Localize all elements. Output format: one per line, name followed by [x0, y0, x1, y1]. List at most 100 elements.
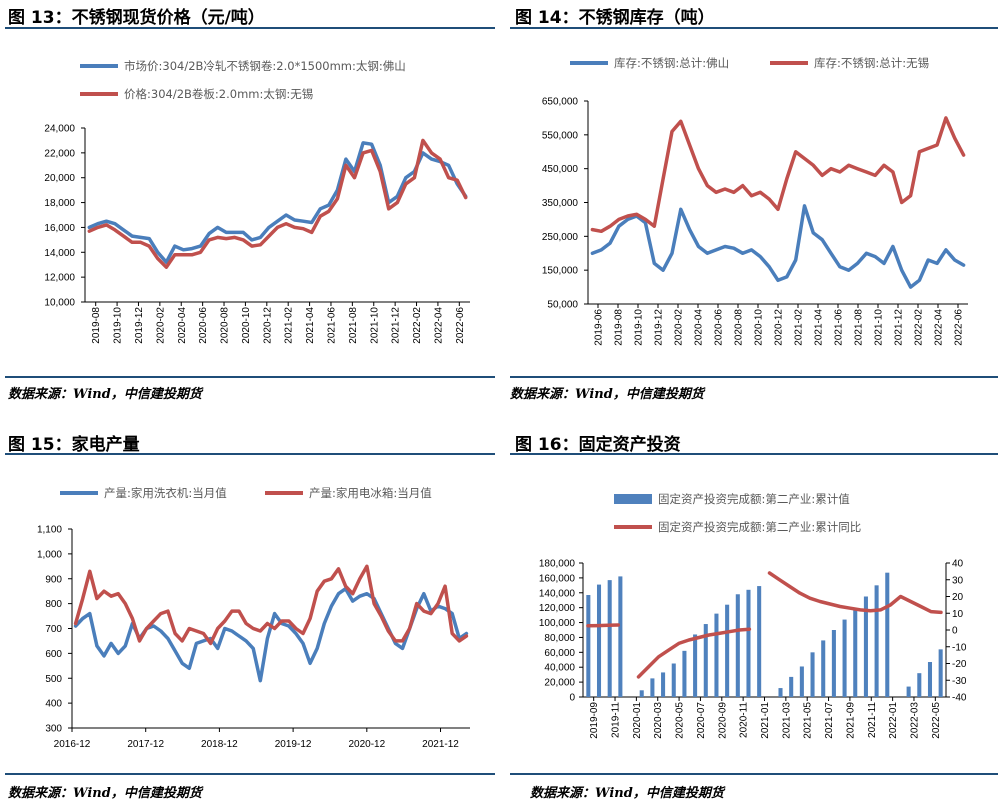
c16-bar — [831, 630, 836, 697]
c16-y-tick-label: 20,000 — [544, 678, 575, 689]
c15-y-tick-label: 800 — [45, 599, 62, 610]
c14-x-tick-label: 2020-12 — [774, 309, 785, 346]
c16-y2-tick-label: 40 — [952, 559, 964, 570]
c13-x-tick-label: 2022-04 — [433, 307, 444, 344]
c13-x-tick-label: 2021-12 — [391, 307, 402, 344]
c16-bar — [842, 619, 847, 697]
c16-x-tick-label: 2021-05 — [803, 702, 814, 739]
c14-x-tick-label: 2021-04 — [814, 309, 825, 346]
c14-x-tick-label: 2020-02 — [674, 309, 685, 346]
c16-x-tick-label: 2022-01 — [888, 702, 899, 739]
c16-y-tick-label: 0 — [569, 693, 575, 704]
c16-y2-tick-label: 10 — [952, 609, 964, 620]
c15-y-tick-label: 500 — [45, 674, 62, 685]
c16-bar — [618, 576, 623, 697]
c16-x-tick-label: 2020-11 — [739, 702, 750, 738]
source-note-c14: 数据来源：Wind，中信建投期货 — [510, 387, 704, 402]
c16-x-tick-label: 2020-05 — [675, 702, 686, 739]
c16-bar — [639, 690, 644, 697]
c13-x-tick-label: 2019-12 — [134, 307, 145, 344]
c16-bar — [821, 640, 826, 697]
source-rule-right-bottom — [510, 773, 998, 775]
c15-y-tick-label: 600 — [45, 649, 62, 660]
c16-x-tick-label: 2019-11 — [611, 702, 622, 738]
c16-x-tick-label: 2021-07 — [824, 702, 835, 739]
c14-x-tick-label: 2020-10 — [754, 309, 765, 346]
c14-x-tick-label: 2022-06 — [954, 309, 965, 346]
c14-x-tick-label: 2022-04 — [934, 309, 945, 346]
c16-legend-swatch — [614, 494, 652, 504]
c16-bar — [938, 649, 943, 697]
c16-y2-tick-label: 0 — [952, 626, 958, 637]
title-rule-left-bottom — [5, 453, 495, 455]
c13-x-tick-label: 2020-12 — [262, 307, 273, 344]
title-rule-left-top — [5, 27, 495, 29]
c14-x-tick-label: 2019-10 — [634, 309, 645, 346]
c16-bar — [746, 589, 751, 697]
c13-y-tick-label: 14,000 — [44, 248, 75, 259]
c16-x-tick-label: 2019-09 — [589, 702, 600, 739]
c13-x-tick-label: 2021-08 — [348, 307, 359, 344]
c16-y-tick-label: 60,000 — [544, 648, 575, 659]
c14-y-tick-label: 450,000 — [542, 164, 579, 175]
c13-x-tick-label: 2022-06 — [455, 307, 466, 344]
c16-y-tick-label: 180,000 — [539, 559, 576, 570]
source-note-c16: 数据来源：Wind，中信建投期货 — [530, 786, 724, 801]
c14-legend-label: 库存:不锈钢:总计:无锡 — [814, 56, 929, 70]
c16-y2-tick-label: -10 — [952, 642, 967, 653]
c16-series-2-line — [586, 571, 943, 679]
c16-bar — [661, 672, 666, 697]
c16-bar — [810, 652, 815, 697]
c15-x-tick-label: 2021-12 — [422, 739, 459, 750]
c13-x-tick-label: 2020-04 — [177, 307, 188, 344]
c15-x-tick-label: 2018-12 — [201, 739, 238, 750]
c14-x-tick-label: 2020-08 — [734, 309, 745, 346]
c15-x-tick-label: 2019-12 — [275, 739, 312, 750]
c16-bar — [714, 613, 719, 697]
c15-y-tick-label: 400 — [45, 699, 62, 710]
c13-x-tick-label: 2020-02 — [155, 307, 166, 344]
c13-x-tick-label: 2020-08 — [220, 307, 231, 344]
c16-y-tick-label: 40,000 — [544, 663, 575, 674]
c16-x-tick-label: 2020-03 — [653, 702, 664, 739]
c16-x-tick-label: 2021-11 — [867, 702, 878, 738]
source-rule-left-top — [5, 376, 495, 378]
c14-y-tick-label: 350,000 — [542, 198, 579, 209]
c16-y-tick-label: 120,000 — [539, 603, 576, 614]
c14-x-tick-label: 2021-12 — [894, 309, 905, 346]
c13-x-tick-label: 2022-02 — [412, 307, 423, 344]
c16-x-tick-label: 2021-03 — [781, 702, 792, 739]
c14-x-tick-label: 2020-04 — [694, 309, 705, 346]
c14-y-tick-label: 50,000 — [547, 300, 578, 311]
title-rule-right-bottom — [510, 453, 998, 455]
c13-x-tick-label: 2020-10 — [241, 307, 252, 344]
c16-y2-tick-label: -40 — [952, 693, 967, 704]
c13-y-tick-label: 22,000 — [44, 148, 75, 159]
c16-bar — [650, 678, 655, 697]
c16-bar — [682, 650, 687, 697]
c15-legend-label: 产量:家用电冰箱:当月值 — [309, 486, 432, 500]
c14-y-tick-label: 150,000 — [542, 266, 579, 277]
c14-x-tick-label: 2019-08 — [614, 309, 625, 346]
c13-legend-label: 市场价:304/2B冷轧不锈钢卷:2.0*1500mm:太钢:佛山 — [124, 59, 406, 73]
c14-x-tick-label: 2021-08 — [854, 309, 865, 346]
c13-x-tick-label: 2021-04 — [305, 307, 316, 344]
c13-x-tick-label: 2021-10 — [369, 307, 380, 344]
c15-y-tick-label: 1,100 — [37, 525, 62, 536]
c16-y2-tick-label: -30 — [952, 676, 967, 687]
c16-bar — [703, 624, 708, 697]
c16-bar — [693, 634, 698, 697]
c16-y2-tick-label: 20 — [952, 592, 964, 603]
c14-series-1-line — [590, 204, 966, 289]
c13-y-tick-label: 24,000 — [44, 124, 75, 135]
c16-x-tick-label: 2021-01 — [760, 702, 771, 739]
c16-bar — [596, 584, 602, 697]
c15-x-tick-label: 2020-12 — [348, 739, 385, 750]
c16-x-tick-label: 2022-03 — [909, 702, 920, 739]
c15-y-tick-label: 700 — [45, 624, 62, 635]
c13-x-tick-label: 2020-06 — [198, 307, 209, 344]
c13-series-1-line — [87, 141, 468, 264]
c16-x-tick-label: 2020-09 — [717, 702, 728, 739]
c14-x-tick-label: 2021-10 — [874, 309, 885, 346]
